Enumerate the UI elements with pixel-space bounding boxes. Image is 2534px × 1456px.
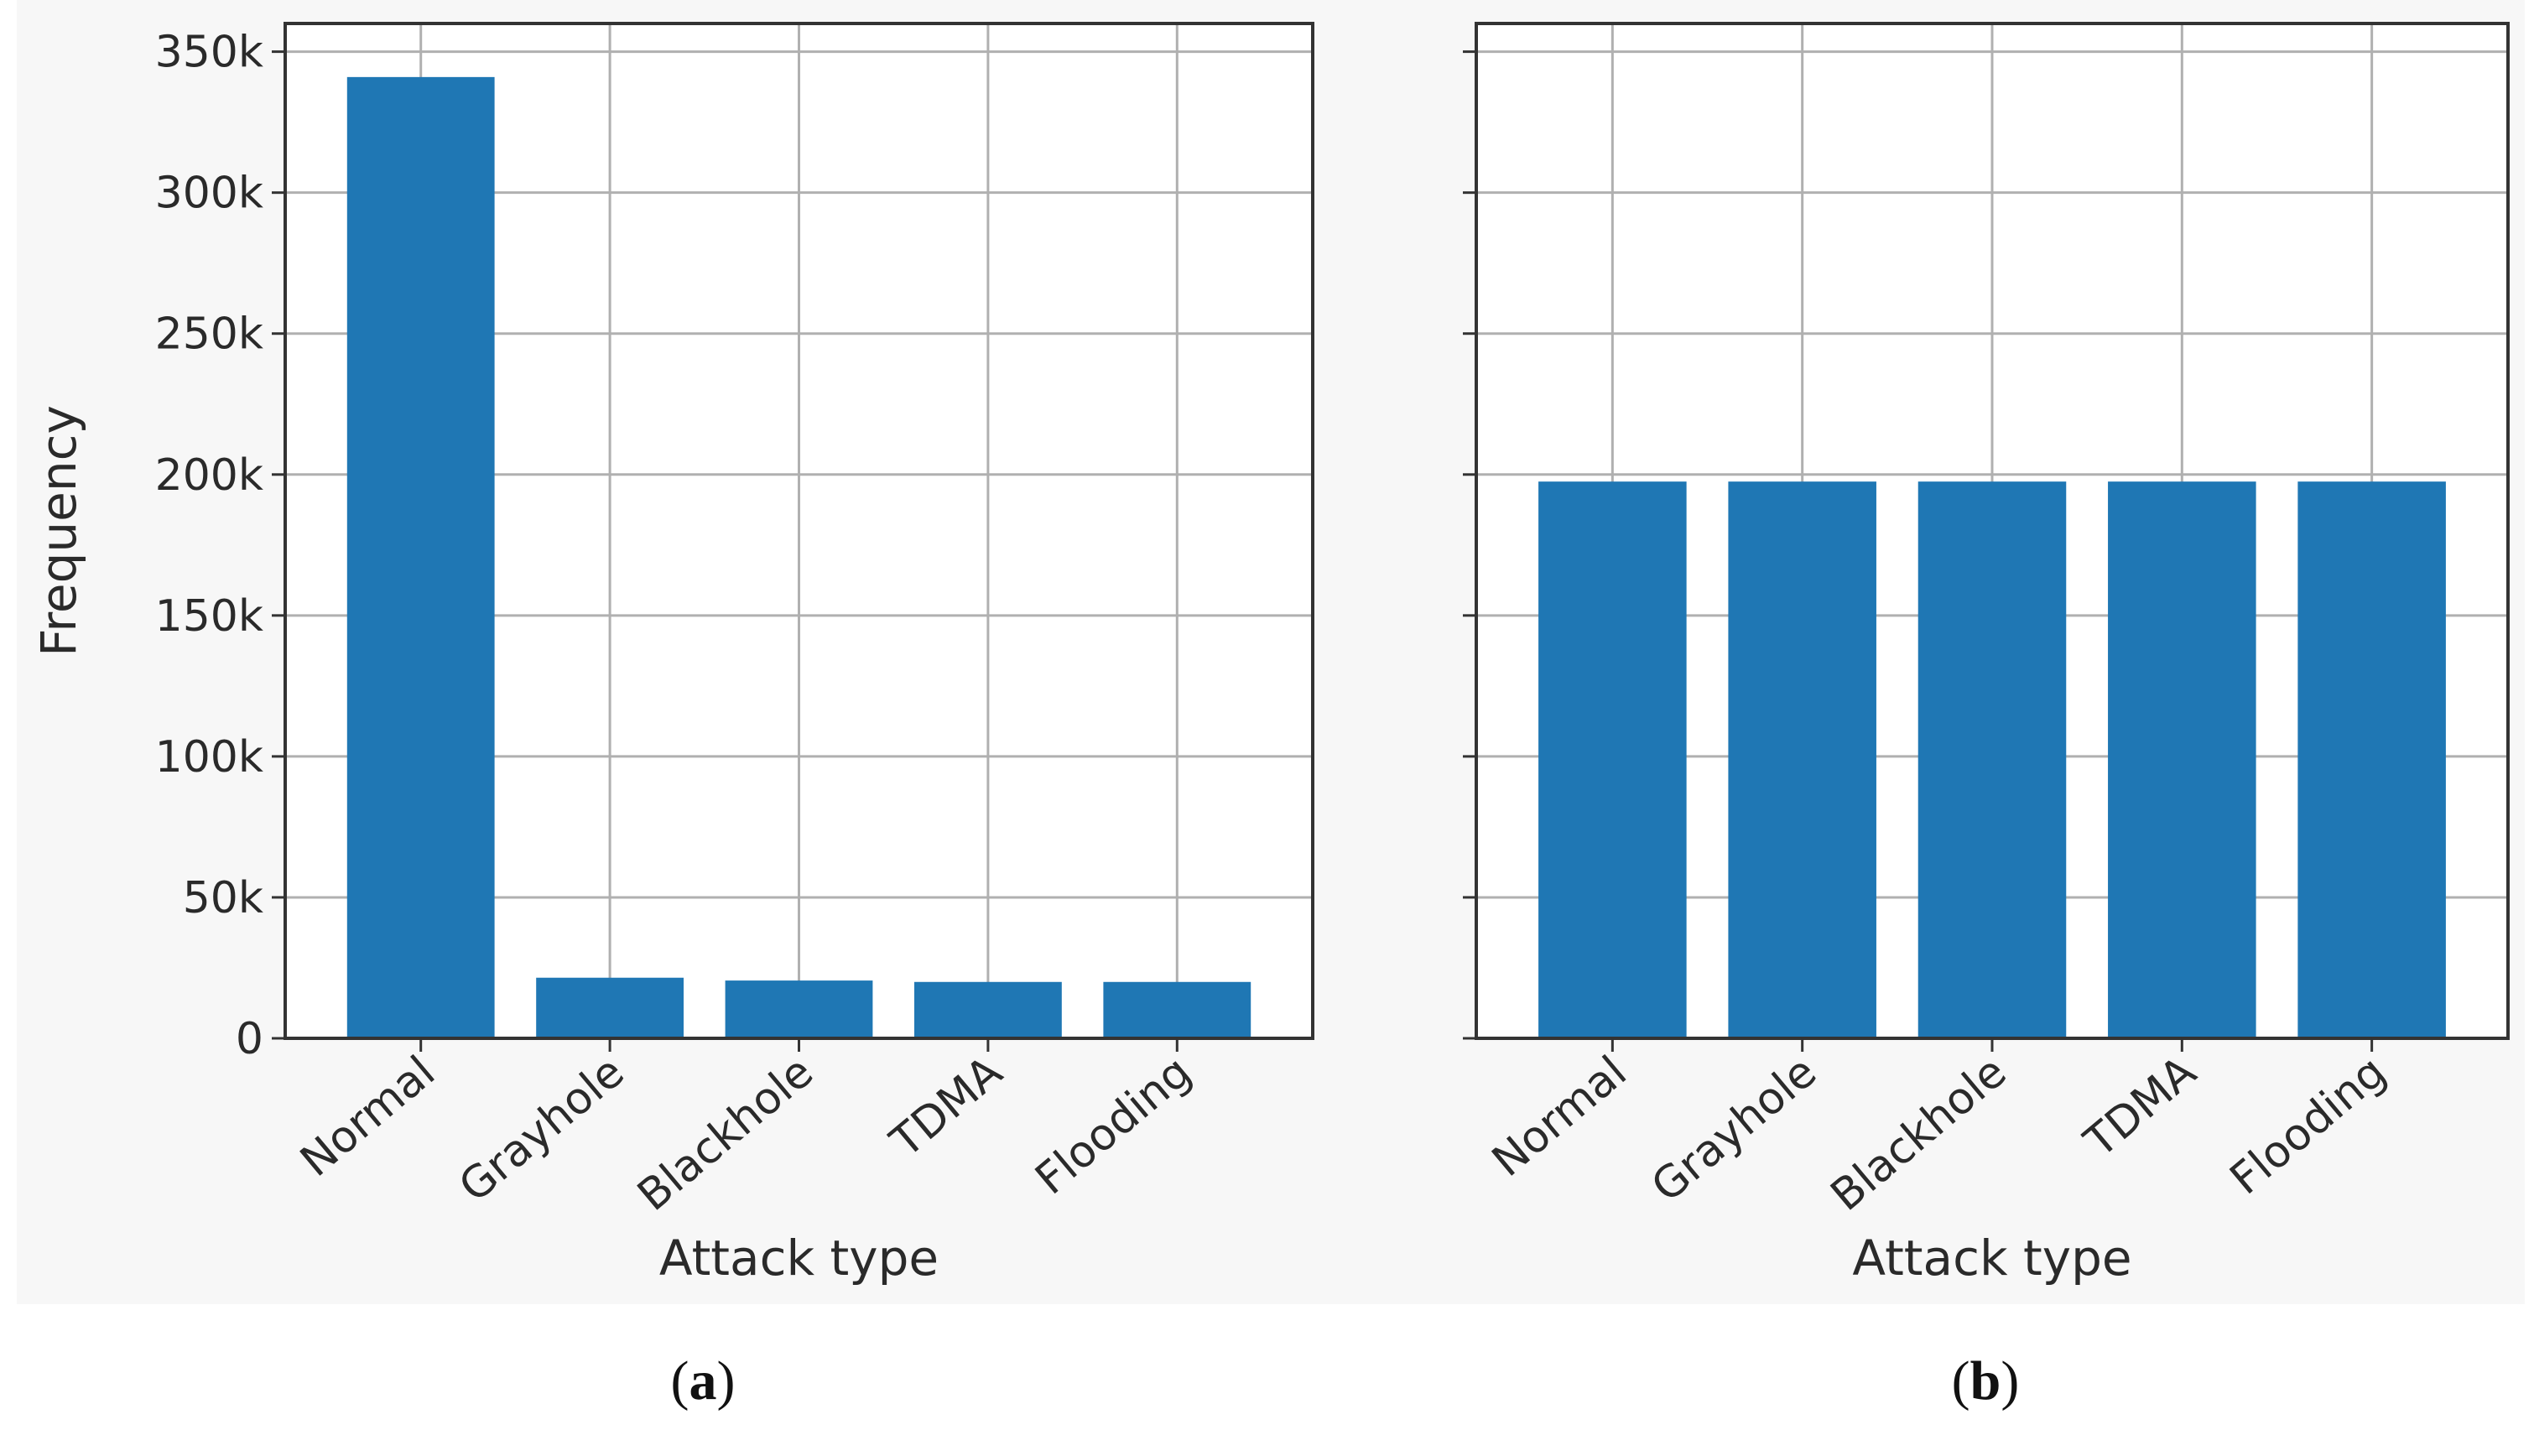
bar-blackhole <box>1917 481 2067 1038</box>
plot-frame <box>1475 22 2510 1040</box>
panel-a-letter: a <box>689 1350 717 1412</box>
bar-grayhole <box>1728 481 1876 1038</box>
y-tick-label: 0 <box>236 1014 263 1064</box>
panel-b-caption: (b) <box>1952 1350 2020 1412</box>
y-tick-label: 150k <box>155 591 263 642</box>
bar-normal <box>346 76 495 1039</box>
panel-b-letter: b <box>1970 1350 2001 1412</box>
y-tick-label: 200k <box>155 450 263 501</box>
y-tick-label: 50k <box>183 873 263 923</box>
bar-normal <box>1538 481 1687 1038</box>
y-tick-label: 350k <box>155 28 263 78</box>
x-axis-label: Attack type <box>659 1230 939 1287</box>
bar-grayhole <box>536 977 684 1038</box>
bar-flooding <box>2297 481 2446 1038</box>
bar-blackhole <box>725 980 873 1038</box>
y-tick-label: 100k <box>155 732 263 783</box>
y-tick-label: 300k <box>155 169 263 219</box>
panel-a-caption: (a) <box>671 1350 736 1412</box>
bar-tdma <box>913 981 1062 1038</box>
plot-frame <box>284 22 1314 1040</box>
bar-tdma <box>2108 481 2256 1038</box>
x-axis-label: Attack type <box>1852 1230 2131 1287</box>
bar-flooding <box>1103 981 1251 1038</box>
y-axis-label: Frequency <box>30 405 87 657</box>
y-tick-label: 250k <box>155 309 263 360</box>
